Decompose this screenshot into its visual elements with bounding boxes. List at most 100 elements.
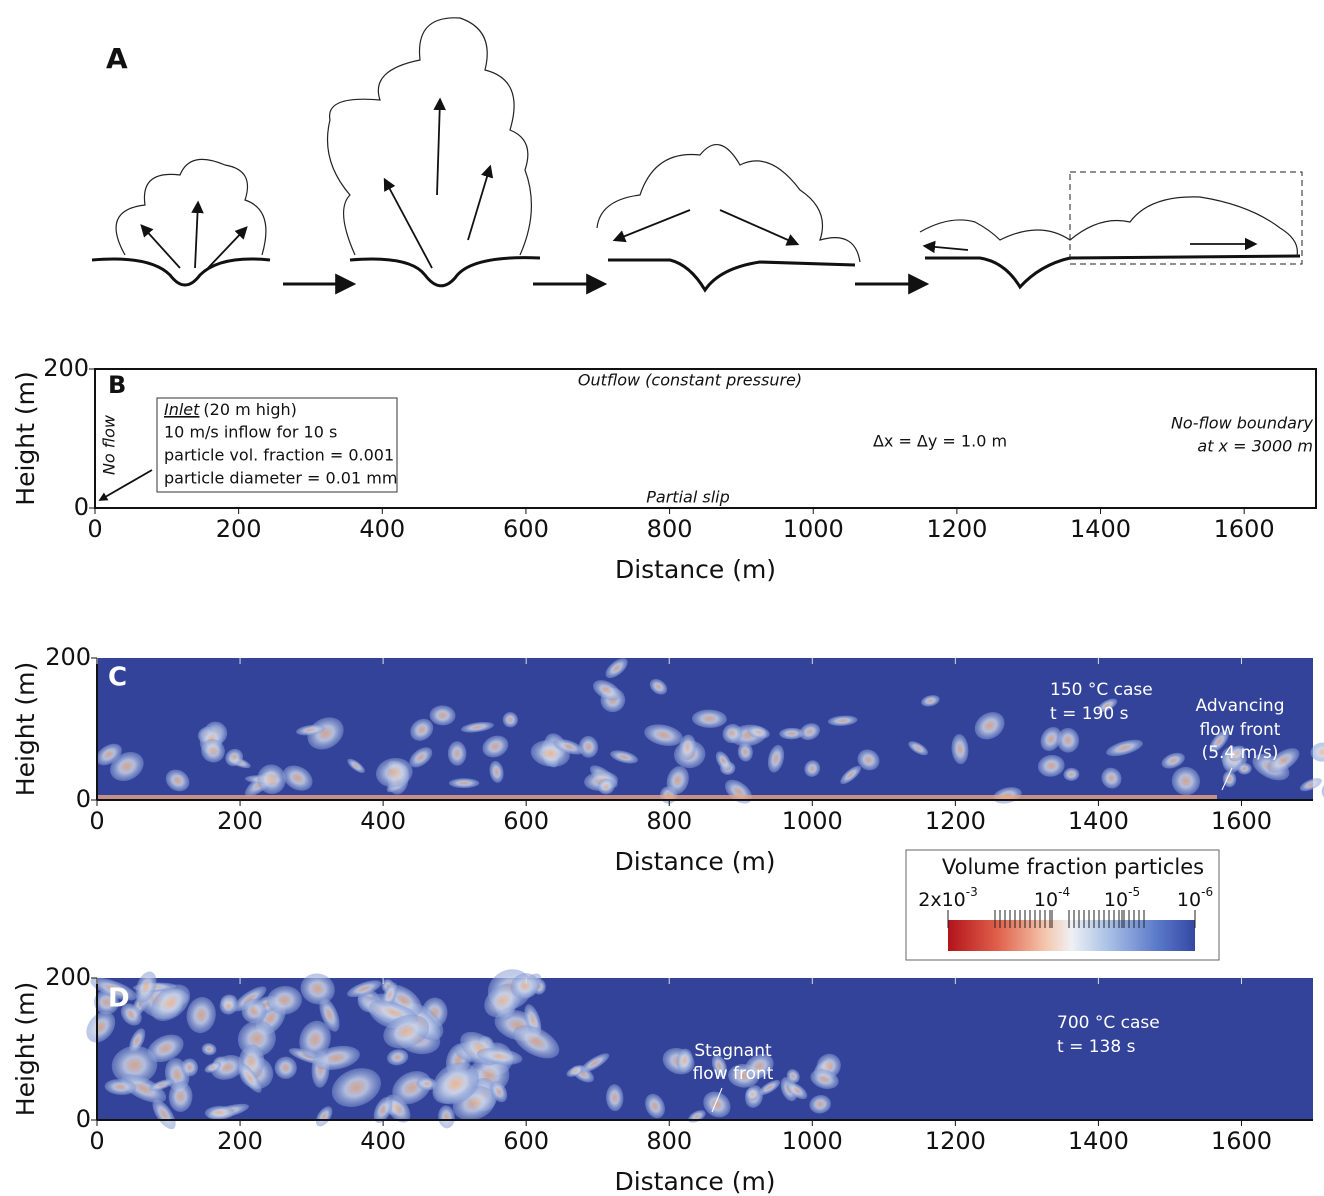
- x-tick-label: 400: [360, 807, 406, 835]
- y-tick-label: 0: [76, 785, 91, 813]
- annotation: Δx = Δy = 1.0 m: [873, 432, 1007, 451]
- annotation: at x = 3000 m: [1197, 437, 1313, 456]
- tick-base: 2x10: [918, 889, 966, 911]
- plume-eddy: [135, 971, 157, 1003]
- plume-eddy: [711, 1054, 728, 1078]
- plume-eddy: [809, 1095, 832, 1114]
- colorbar: Volume fraction particles 2x10-3 10-4 10-5…: [905, 849, 1220, 961]
- plume-eddy: [606, 1084, 624, 1112]
- plume-eddy: [951, 734, 969, 765]
- annotation: (20 m high): [203, 400, 296, 419]
- x-tick-label: 600: [503, 1127, 549, 1155]
- panel-d: D 700 °C case t = 138 s Stagnant flow fr…: [86, 969, 1313, 1130]
- x-tick-label: 0: [89, 1127, 104, 1155]
- plume-eddy: [1037, 754, 1065, 777]
- panel-label: C: [108, 663, 127, 693]
- y-axis-title: Height (m): [11, 982, 40, 1116]
- plume-eddy: [779, 727, 805, 740]
- inlet-box: [156, 397, 398, 493]
- x-tick-label: 1200: [925, 1127, 986, 1155]
- panel-label: D: [108, 984, 130, 1014]
- plume-eddy: [204, 1105, 235, 1120]
- plume-eddy: [676, 1048, 693, 1073]
- plume-eddy: [373, 1096, 393, 1123]
- y-tick-label: 200: [45, 963, 91, 991]
- x-tick-label: 800: [646, 807, 692, 835]
- plume-eddy: [165, 769, 190, 792]
- plume-eddy: [1057, 728, 1080, 753]
- y-tick-label: 0: [76, 1105, 91, 1133]
- plume-eddy: [578, 735, 599, 758]
- plume-eddy: [747, 725, 770, 739]
- plume-eddy: [448, 778, 480, 788]
- deposit: [97, 795, 1217, 800]
- plume-eddy: [1267, 748, 1300, 773]
- annotation: t = 138 s: [1057, 1037, 1136, 1057]
- plume-eddy: [150, 984, 191, 1021]
- x-axis-title: Distance (m): [614, 847, 775, 876]
- tick-base: 10: [1104, 889, 1128, 911]
- x-tick-label: 1400: [1068, 807, 1129, 835]
- plume-eddy: [610, 750, 639, 764]
- colorbar-tick-label: 10-5: [1104, 885, 1140, 911]
- plume-eddy: [679, 734, 697, 761]
- x-tick-label: 1000: [782, 1127, 843, 1155]
- plume-eddy: [266, 985, 302, 1015]
- plume-eddy: [120, 1003, 142, 1026]
- annotation: Inlet (20 m high): [164, 400, 297, 419]
- annotation: particle vol. fraction = 0.001: [164, 446, 394, 465]
- plume-eddy: [666, 766, 689, 795]
- plume-eddy: [1097, 698, 1118, 713]
- plume-eddy: [86, 1011, 116, 1043]
- plume-eddy: [745, 1087, 760, 1101]
- plume-eddy: [593, 680, 621, 701]
- plume-eddy: [908, 741, 928, 756]
- plume-eddy: [827, 715, 858, 726]
- panel-b: B Outflow (constant pressure) No flow In…: [94, 368, 1317, 509]
- plume-eddy: [490, 1080, 508, 1103]
- plume-eddy: [1040, 726, 1062, 751]
- x-tick-label: 1000: [783, 515, 844, 543]
- plume-eddy: [225, 748, 244, 767]
- plume-eddy: [1310, 742, 1324, 762]
- colorbar-tick-label: 10-4: [1034, 885, 1070, 911]
- plume-eddy: [90, 977, 138, 1001]
- plume-eddy: [104, 1079, 137, 1095]
- plume-eddy: [840, 765, 862, 785]
- plume-eddy: [409, 747, 433, 768]
- plume-eddy: [810, 1069, 839, 1089]
- x-tick-label: 200: [216, 515, 262, 543]
- annotation: No-flow boundary: [1171, 414, 1314, 433]
- annotation: 150 °C case: [1050, 680, 1153, 700]
- plume-eddy: [1228, 745, 1246, 762]
- plume-eddy: [111, 1045, 158, 1085]
- plume-eddy: [152, 1099, 176, 1130]
- tick-exponent: -5: [1128, 885, 1140, 899]
- plume-eddy: [1209, 730, 1229, 753]
- pointer: [1221, 767, 1233, 791]
- annotation: flow front: [693, 1064, 774, 1084]
- annotation: Partial slip: [646, 488, 729, 507]
- plume-eddy: [566, 1065, 585, 1077]
- x-tick-label: 800: [647, 515, 693, 543]
- x-axis-title: Distance (m): [614, 1167, 775, 1196]
- plume-eddy: [201, 1043, 217, 1056]
- tick-exponent: -3: [966, 885, 978, 899]
- annotation: 10 m/s inflow for 10 s: [164, 423, 337, 442]
- plume-eddy: [605, 658, 628, 679]
- plume-eddy: [149, 1079, 174, 1091]
- y-tick-label: 200: [43, 354, 89, 382]
- plume-eddy: [1171, 766, 1200, 796]
- plume-eddy: [1101, 767, 1122, 789]
- x-tick-label: 400: [360, 1127, 406, 1155]
- plume-eddy: [319, 997, 340, 1032]
- annotation: No flow: [100, 414, 119, 475]
- plume-eddy: [204, 1062, 222, 1073]
- plume-eddy: [645, 1093, 665, 1119]
- x-tick-label: 400: [359, 515, 405, 543]
- plume-eddy: [1106, 739, 1143, 757]
- plume-eddy: [758, 1080, 781, 1096]
- x-tick-label: 1400: [1068, 1127, 1129, 1155]
- plume-eddy: [387, 1049, 409, 1066]
- plume-eddy: [722, 723, 743, 744]
